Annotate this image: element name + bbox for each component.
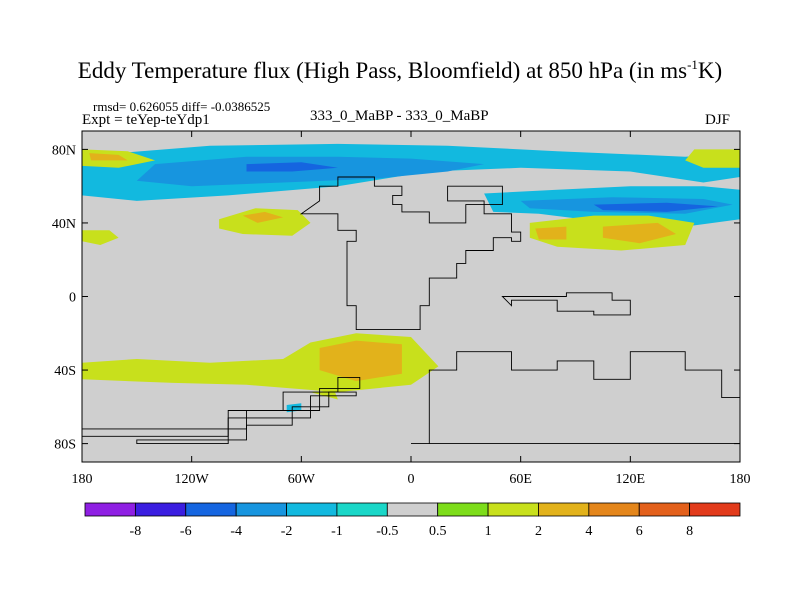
chart-title-tail: K) <box>697 58 723 83</box>
colorbar-swatch-3 <box>235 502 287 517</box>
colorbar-label-9: 4 <box>585 524 592 539</box>
coastline-1 <box>136 391 357 445</box>
colorbar-swatch-10 <box>588 502 640 517</box>
coastline-2 <box>299 176 522 331</box>
experiment-line: Expt = teYep-teYdp1 <box>82 112 210 128</box>
coastline-4 <box>411 351 740 445</box>
colorbar-swatch-0 <box>84 502 136 517</box>
colorbar: -8 -6 -4 -2 -1 -0.5 0.5 1 2 4 6 8 <box>84 502 741 539</box>
contour-region-10 <box>219 208 311 236</box>
colorbar-label-0: -8 <box>130 524 142 539</box>
colorbar-swatch-9 <box>538 502 590 517</box>
coastlines <box>82 176 740 445</box>
season-label: DJF <box>705 112 731 128</box>
y-tick-label-1: 40N <box>52 217 76 232</box>
contour-region-17 <box>286 403 302 413</box>
colorbar-swatch-5 <box>336 502 388 517</box>
colorbar-swatch-12 <box>689 502 741 517</box>
x-tick-label-2: 60W <box>288 472 316 487</box>
colorbar-label-5: -0.5 <box>376 524 398 539</box>
contour-regions <box>82 143 740 413</box>
colorbar-label-11: 8 <box>686 524 693 539</box>
colorbar-label-10: 6 <box>636 524 643 539</box>
stats-line: rmsd= 0.626055 diff= -0.0386525 <box>93 99 271 114</box>
contour-region-16 <box>319 340 402 382</box>
contour-region-8 <box>685 149 740 168</box>
x-tick-label-5: 120E <box>616 472 646 487</box>
x-tick-label-1: 120W <box>175 472 210 487</box>
colorbar-swatch-7 <box>437 502 489 517</box>
contour-region-14 <box>602 222 676 244</box>
contour-region-9 <box>82 230 119 245</box>
colorbar-swatch-8 <box>487 502 539 517</box>
contour-region-13 <box>535 226 567 240</box>
y-tick-label-0: 80N <box>52 143 76 158</box>
chart-title-superscript: -1 <box>687 57 698 72</box>
contour-region-7 <box>89 153 128 161</box>
contour-region-2 <box>136 156 485 187</box>
colorbar-label-3: -2 <box>281 524 293 539</box>
contour-region-18 <box>310 390 338 400</box>
colorbar-label-6: 0.5 <box>429 524 447 539</box>
colorbar-label-1: -6 <box>180 524 192 539</box>
chart-title-main: Eddy Temperature flux (High Pass, Bloomf… <box>77 58 688 83</box>
x-tick-label-6: 180 <box>730 472 751 487</box>
x-tick-label-4: 60E <box>509 472 532 487</box>
chart-title: Eddy Temperature flux (High Pass, Bloomf… <box>0 58 800 84</box>
center-subtitle: 333_0_MaBP - 333_0_MaBP <box>310 108 489 124</box>
colorbar-swatch-2 <box>185 502 237 517</box>
x-axis: 180 120W 60W 0 60E 120E 180 <box>72 131 751 487</box>
x-tick-label-0: 180 <box>72 472 93 487</box>
y-axis: 80N 40N 0 40S 80S <box>52 143 740 453</box>
x-tick-label-3: 0 <box>408 472 415 487</box>
y-tick-label-4: 80S <box>54 438 76 453</box>
coastline-3 <box>501 292 631 316</box>
contour-region-11 <box>242 211 284 223</box>
colorbar-swatch-1 <box>134 502 187 517</box>
y-tick-label-2: 0 <box>69 291 76 306</box>
contour-region-4 <box>246 162 338 172</box>
colorbar-label-4: -1 <box>331 524 343 539</box>
contour-region-5 <box>593 202 719 212</box>
colorbar-label-8: 2 <box>535 524 542 539</box>
colorbar-swatch-11 <box>638 502 691 517</box>
colorbar-label-2: -4 <box>230 524 242 539</box>
y-tick-label-3: 40S <box>54 364 76 379</box>
colorbar-swatch-4 <box>286 502 338 517</box>
colorbar-label-7: 1 <box>485 524 492 539</box>
colorbar-swatch-6 <box>386 502 439 517</box>
